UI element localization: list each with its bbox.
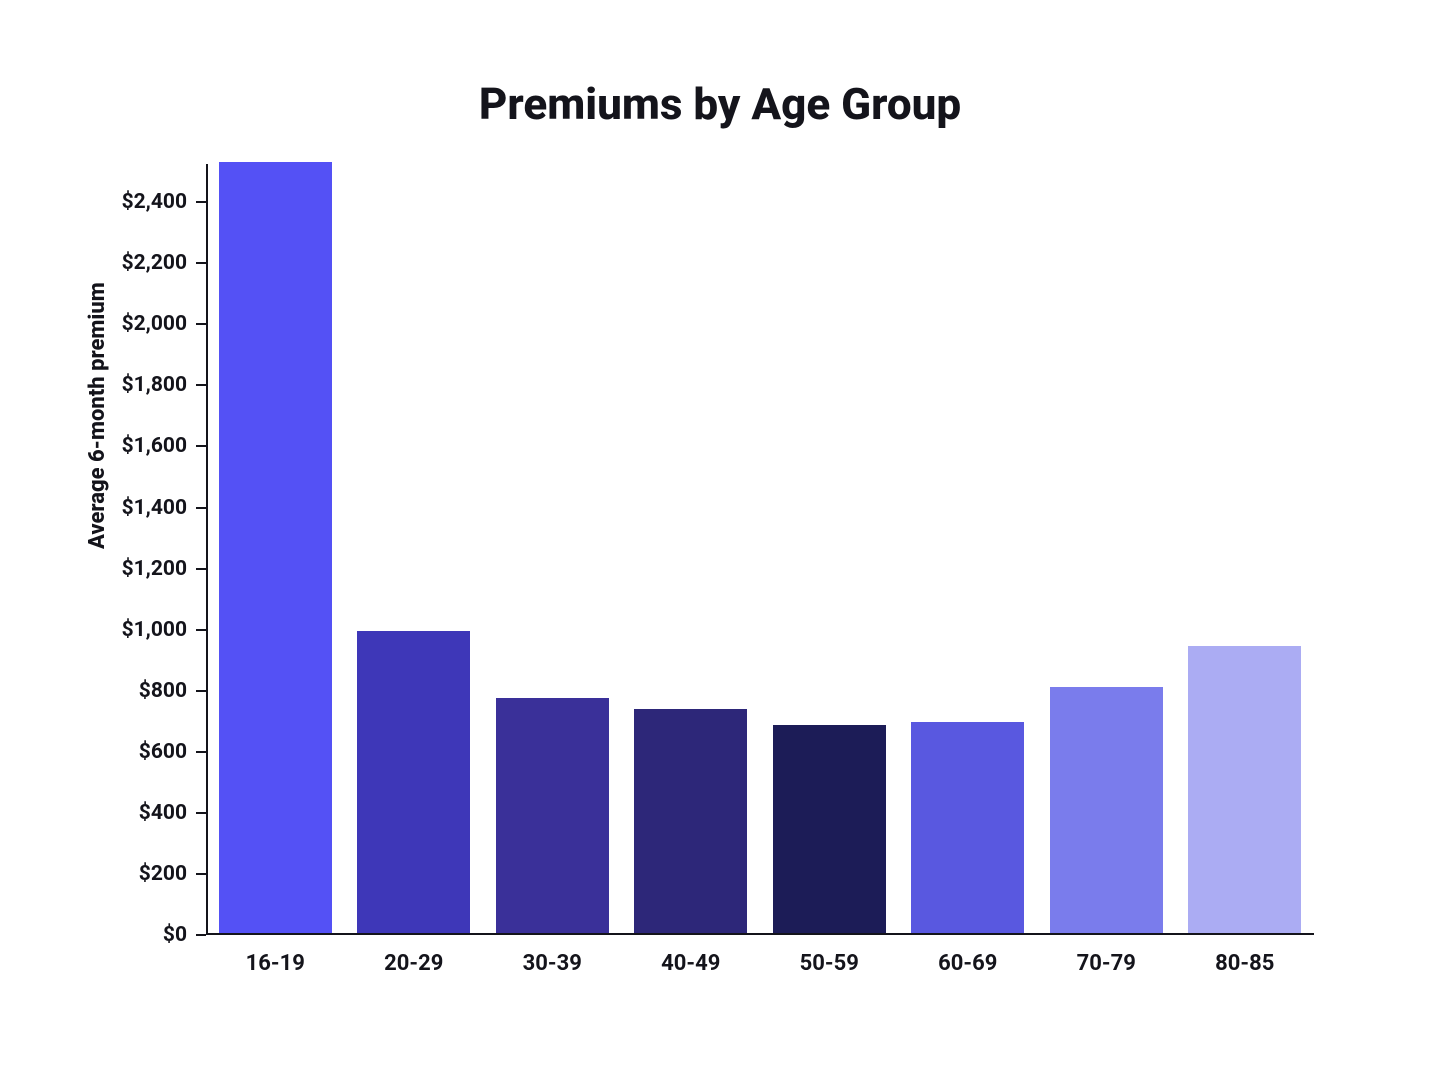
x-tick-label: 50-59 bbox=[800, 951, 859, 976]
bar bbox=[496, 698, 609, 933]
y-tick-label: $1,600 bbox=[122, 434, 187, 458]
y-tick-label: $200 bbox=[139, 862, 187, 886]
y-tick-label: $600 bbox=[139, 740, 187, 764]
y-tick-label: $0 bbox=[163, 923, 187, 947]
y-axis-title: Average 6-month premium bbox=[85, 282, 110, 549]
bar bbox=[911, 722, 1024, 933]
y-tick-mark bbox=[196, 384, 206, 386]
y-tick-label: $800 bbox=[139, 679, 187, 703]
y-tick-label: $2,200 bbox=[122, 251, 187, 275]
y-tick-mark bbox=[196, 568, 206, 570]
y-tick-mark bbox=[196, 690, 206, 692]
y-tick-label: $1,000 bbox=[122, 618, 187, 642]
y-tick-mark bbox=[196, 262, 206, 264]
y-axis-line bbox=[206, 164, 208, 935]
y-tick-label: $2,400 bbox=[122, 190, 187, 214]
x-tick-label: 80-85 bbox=[1215, 951, 1274, 976]
y-tick-label: $1,400 bbox=[122, 496, 187, 520]
x-tick-label: 60-69 bbox=[938, 951, 997, 976]
chart-title: Premiums by Age Group bbox=[479, 78, 961, 130]
bar bbox=[219, 162, 332, 933]
x-tick-label: 70-79 bbox=[1077, 951, 1136, 976]
y-tick-mark bbox=[196, 445, 206, 447]
bar-chart: Premiums by Age Group Average 6-month pr… bbox=[0, 0, 1440, 1080]
x-tick-label: 30-39 bbox=[523, 951, 582, 976]
x-axis-line bbox=[206, 933, 1314, 935]
y-tick-mark bbox=[196, 507, 206, 509]
x-tick-label: 16-19 bbox=[246, 951, 305, 976]
y-tick-mark bbox=[196, 751, 206, 753]
y-tick-label: $1,200 bbox=[122, 557, 187, 581]
plot-area: $0$200$400$600$800$1,000$1,200$1,400$1,6… bbox=[206, 164, 1314, 935]
bar bbox=[773, 725, 886, 933]
y-tick-mark bbox=[196, 629, 206, 631]
y-tick-mark bbox=[196, 323, 206, 325]
y-tick-label: $1,800 bbox=[122, 373, 187, 397]
y-tick-mark bbox=[196, 934, 206, 936]
x-tick-label: 20-29 bbox=[384, 951, 443, 976]
bar bbox=[357, 631, 470, 933]
y-tick-label: $400 bbox=[139, 801, 187, 825]
y-tick-mark bbox=[196, 812, 206, 814]
x-tick-label: 40-49 bbox=[661, 951, 720, 976]
y-tick-label: $2,000 bbox=[122, 312, 187, 336]
bar bbox=[1050, 687, 1163, 933]
bar bbox=[1188, 646, 1301, 933]
y-tick-mark bbox=[196, 873, 206, 875]
bar bbox=[634, 709, 747, 933]
y-tick-mark bbox=[196, 201, 206, 203]
